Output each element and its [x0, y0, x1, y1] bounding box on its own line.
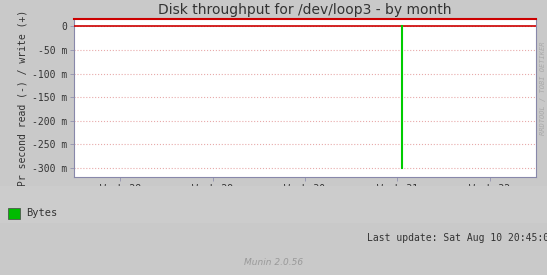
Text: Max (-/+): Max (-/+): [450, 196, 502, 206]
Text: Bytes: Bytes: [26, 208, 57, 218]
Text: Last update: Sat Aug 10 20:45:09 2024: Last update: Sat Aug 10 20:45:09 2024: [367, 233, 547, 243]
Text: Min (-/+): Min (-/+): [217, 196, 270, 206]
Text: Munin 2.0.56: Munin 2.0.56: [244, 258, 303, 267]
Text: 0.00 /    0.00: 0.00 / 0.00: [202, 208, 284, 218]
Title: Disk throughput for /dev/loop3 - by month: Disk throughput for /dev/loop3 - by mont…: [158, 3, 452, 17]
Text: 6.67 /    0.00: 6.67 / 0.00: [435, 208, 517, 218]
Text: 745.65u/    0.00: 745.65u/ 0.00: [314, 208, 408, 218]
Text: 0.00 /    0.00: 0.00 / 0.00: [93, 208, 175, 218]
Text: RRDTOOL / TOBI OETIKER: RRDTOOL / TOBI OETIKER: [540, 41, 546, 135]
Text: Avg (-/+): Avg (-/+): [335, 196, 387, 206]
Y-axis label: Pr second read (-) / write (+): Pr second read (-) / write (+): [18, 10, 27, 186]
Text: Cur (-/+): Cur (-/+): [108, 196, 160, 206]
